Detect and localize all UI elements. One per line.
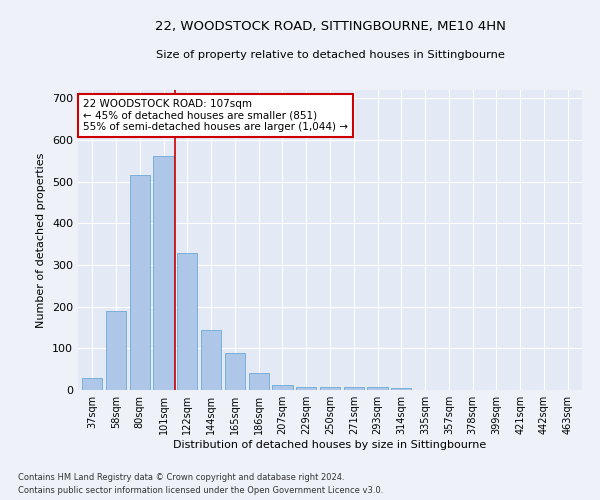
- Bar: [82, 378, 103, 390]
- Bar: [154, 156, 173, 390]
- Bar: [130, 176, 150, 390]
- Text: Contains public sector information licensed under the Open Government Licence v3: Contains public sector information licen…: [18, 486, 383, 495]
- Y-axis label: Number of detached properties: Number of detached properties: [37, 152, 46, 328]
- Bar: [344, 386, 364, 390]
- Bar: [296, 386, 316, 390]
- Bar: [177, 254, 197, 390]
- Text: 22 WOODSTOCK ROAD: 107sqm
← 45% of detached houses are smaller (851)
55% of semi: 22 WOODSTOCK ROAD: 107sqm ← 45% of detac…: [83, 99, 348, 132]
- Text: Contains HM Land Registry data © Crown copyright and database right 2024.: Contains HM Land Registry data © Crown c…: [18, 474, 344, 482]
- Bar: [225, 354, 245, 390]
- Bar: [367, 386, 388, 390]
- Bar: [201, 330, 221, 390]
- Bar: [248, 374, 269, 390]
- X-axis label: Distribution of detached houses by size in Sittingbourne: Distribution of detached houses by size …: [173, 440, 487, 450]
- Bar: [272, 384, 293, 390]
- Bar: [320, 386, 340, 390]
- Bar: [106, 311, 126, 390]
- Bar: [391, 388, 412, 390]
- Text: Size of property relative to detached houses in Sittingbourne: Size of property relative to detached ho…: [155, 50, 505, 60]
- Text: 22, WOODSTOCK ROAD, SITTINGBOURNE, ME10 4HN: 22, WOODSTOCK ROAD, SITTINGBOURNE, ME10 …: [155, 20, 505, 33]
